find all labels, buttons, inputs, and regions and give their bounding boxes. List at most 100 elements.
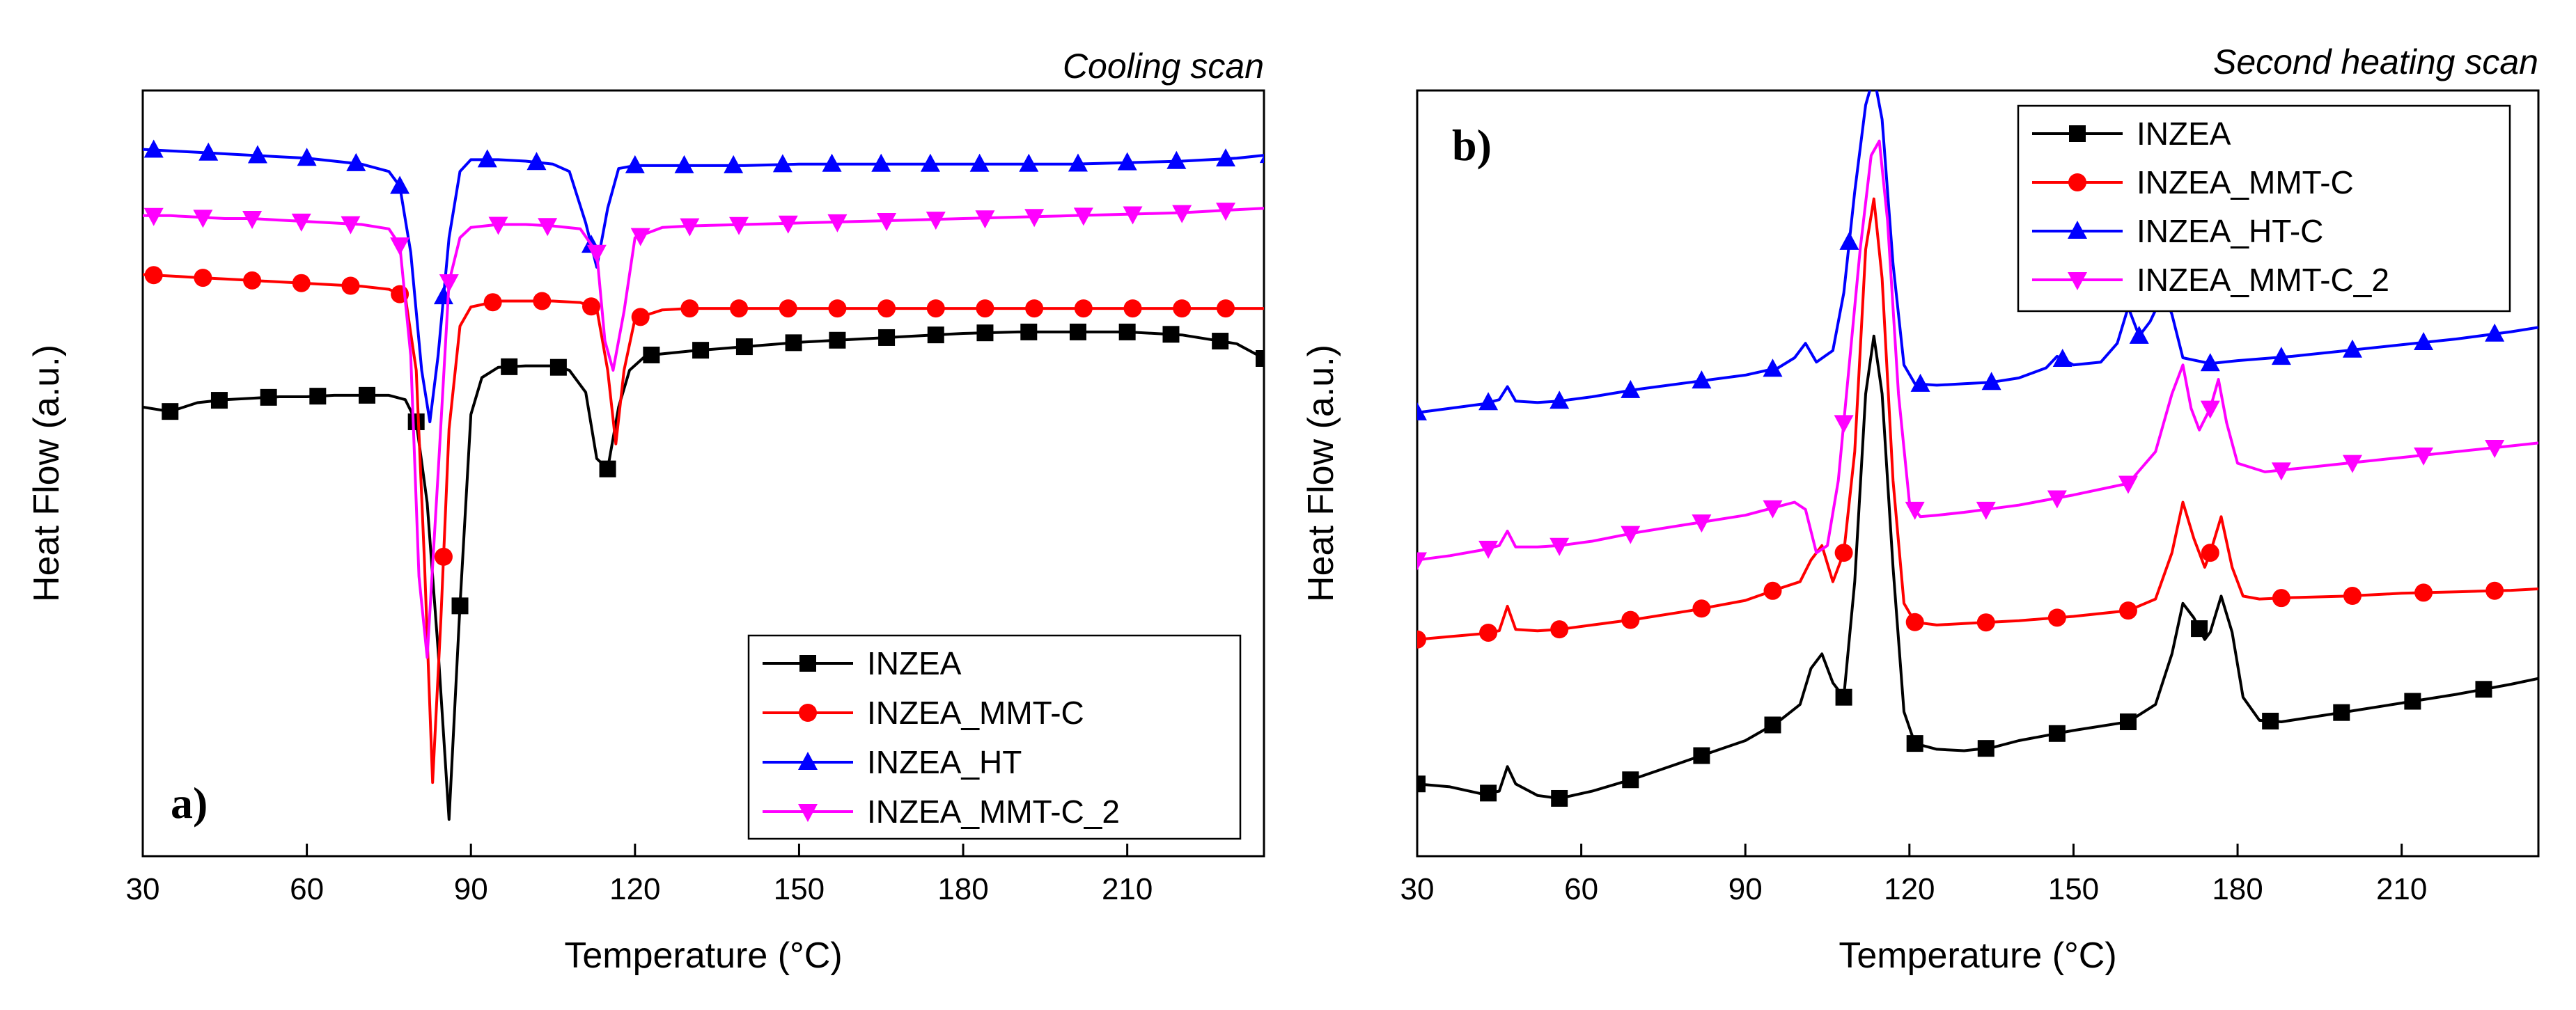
legend-marker-2 <box>799 704 817 722</box>
x-tick-label: 180 <box>2212 872 2263 906</box>
x-tick-label: 120 <box>609 872 660 906</box>
series-1-marker <box>1417 775 1426 793</box>
series-2-marker <box>483 293 502 312</box>
series-3-marker <box>1216 148 1236 167</box>
series-4-marker <box>341 216 361 235</box>
series-4-marker <box>586 244 607 263</box>
x-tick-label: 90 <box>454 872 488 906</box>
series-4-marker <box>1549 537 1570 556</box>
series-4-marker <box>1073 207 1093 226</box>
series-1-marker <box>2048 725 2066 742</box>
series-4-marker <box>193 210 213 228</box>
legend-marker-3 <box>2068 221 2087 239</box>
series-4-marker <box>1763 500 1783 519</box>
series-3-marker <box>1981 372 2001 390</box>
x-tick-label: 150 <box>2048 872 2099 906</box>
series-2-marker <box>631 308 650 326</box>
series-2-marker <box>828 299 847 318</box>
series-4-marker <box>2118 475 2138 494</box>
series-4-marker <box>1905 501 1925 520</box>
series-2-marker <box>533 292 552 310</box>
series-4-marker <box>1692 514 1712 533</box>
series-4-marker <box>291 213 311 232</box>
series-2-marker <box>1550 620 1569 639</box>
panel-b-legend: INZEA INZEA_MMT-C INZEA_HT-C INZEA_MMT-C_2 <box>2017 104 2511 313</box>
series-1-marker <box>451 597 469 615</box>
series-3-marker <box>2342 339 2362 358</box>
series-1-marker <box>1256 350 1264 367</box>
series-2-marker <box>341 276 360 295</box>
series-4-marker <box>2200 400 2220 419</box>
series-2-marker <box>1173 299 1192 318</box>
series-2-marker <box>1217 299 1235 318</box>
series-1-marker <box>2262 712 2279 729</box>
series-4-marker <box>390 237 410 256</box>
series-1-marker <box>1118 323 1136 340</box>
series-2-marker <box>582 297 600 316</box>
series-1-marker <box>1906 735 1923 752</box>
series-1-marker <box>1069 323 1086 340</box>
series-2-marker <box>877 299 896 318</box>
series-3-marker <box>198 142 219 161</box>
series-1-marker <box>1551 789 1568 807</box>
series-1-marker <box>2404 693 2421 710</box>
x-tick-label: 210 <box>1102 872 1153 906</box>
series-3-marker <box>1549 390 1570 409</box>
series-4-marker <box>680 218 700 237</box>
panel-b-title: Second heating scan <box>2213 42 2538 81</box>
series-2-marker <box>243 271 262 290</box>
x-tick-label: 30 <box>126 872 160 906</box>
series-1-marker <box>1835 688 1852 706</box>
series-1-marker <box>1162 326 1180 343</box>
series-3-marker <box>625 155 645 173</box>
series-1-marker <box>643 346 660 363</box>
series-4-marker <box>488 216 508 235</box>
series-4-marker <box>630 228 650 246</box>
series-2-marker <box>1763 581 1782 600</box>
series-2-marker <box>779 299 797 318</box>
series-2-marker <box>434 547 453 566</box>
series-1-marker <box>501 358 518 375</box>
panel-a-x-ticks: 30 60 90 120 150 180 210 <box>126 844 1153 906</box>
series-2-marker <box>1025 299 1044 318</box>
series-1-marker <box>407 413 425 430</box>
series-1-marker <box>260 388 277 406</box>
series-1-marker <box>359 386 375 404</box>
series-1-marker <box>1977 740 1995 757</box>
series-1-marker <box>599 460 616 478</box>
series-1-marker <box>1764 716 1781 734</box>
series-2-marker <box>1123 299 1142 318</box>
series-4-marker <box>1024 209 1045 228</box>
panel-b-x-axis-label: Temperature (°C) <box>1839 936 2116 976</box>
series-1-marker <box>2191 620 2208 638</box>
series-1-marker <box>2475 681 2492 698</box>
x-tick-label: 30 <box>1400 872 1435 906</box>
series-4-marker <box>439 274 459 292</box>
x-tick-label: 60 <box>1564 872 1598 906</box>
series-3-marker <box>247 145 267 164</box>
series-4-marker <box>926 212 946 230</box>
series-4-marker <box>1621 526 1641 544</box>
series-2-marker <box>292 274 311 292</box>
series-line-4 <box>143 207 1264 659</box>
panel-b-y-axis-label: Heat Flow (a.u.) <box>1301 345 1341 602</box>
panel-a-title: Cooling scan <box>1063 47 1264 86</box>
series-2-marker <box>2047 608 2066 627</box>
series-4-marker <box>1172 205 1192 223</box>
series-2-marker <box>926 299 945 318</box>
panel-a-letter: a) <box>171 778 208 828</box>
panel-a-series <box>143 139 1264 821</box>
series-2-marker <box>1479 623 1498 642</box>
panel-a-legend: INZEA INZEA_MMT-C INZEA_HT INZEA_MMT-C_2 <box>747 634 1242 840</box>
series-1-marker <box>1622 771 1639 789</box>
series-3-marker <box>1259 155 1264 164</box>
series-3-marker <box>1692 370 1712 389</box>
legend-label-4: INZEA_MMT-C_2 <box>2137 262 2389 298</box>
series-2-marker <box>1976 613 1995 632</box>
series-3-marker <box>1839 231 1859 250</box>
legend-label-1: INZEA <box>867 645 962 681</box>
series-4-marker <box>1834 415 1854 434</box>
series-4-marker <box>2271 462 2291 481</box>
series-4-marker <box>538 218 558 237</box>
